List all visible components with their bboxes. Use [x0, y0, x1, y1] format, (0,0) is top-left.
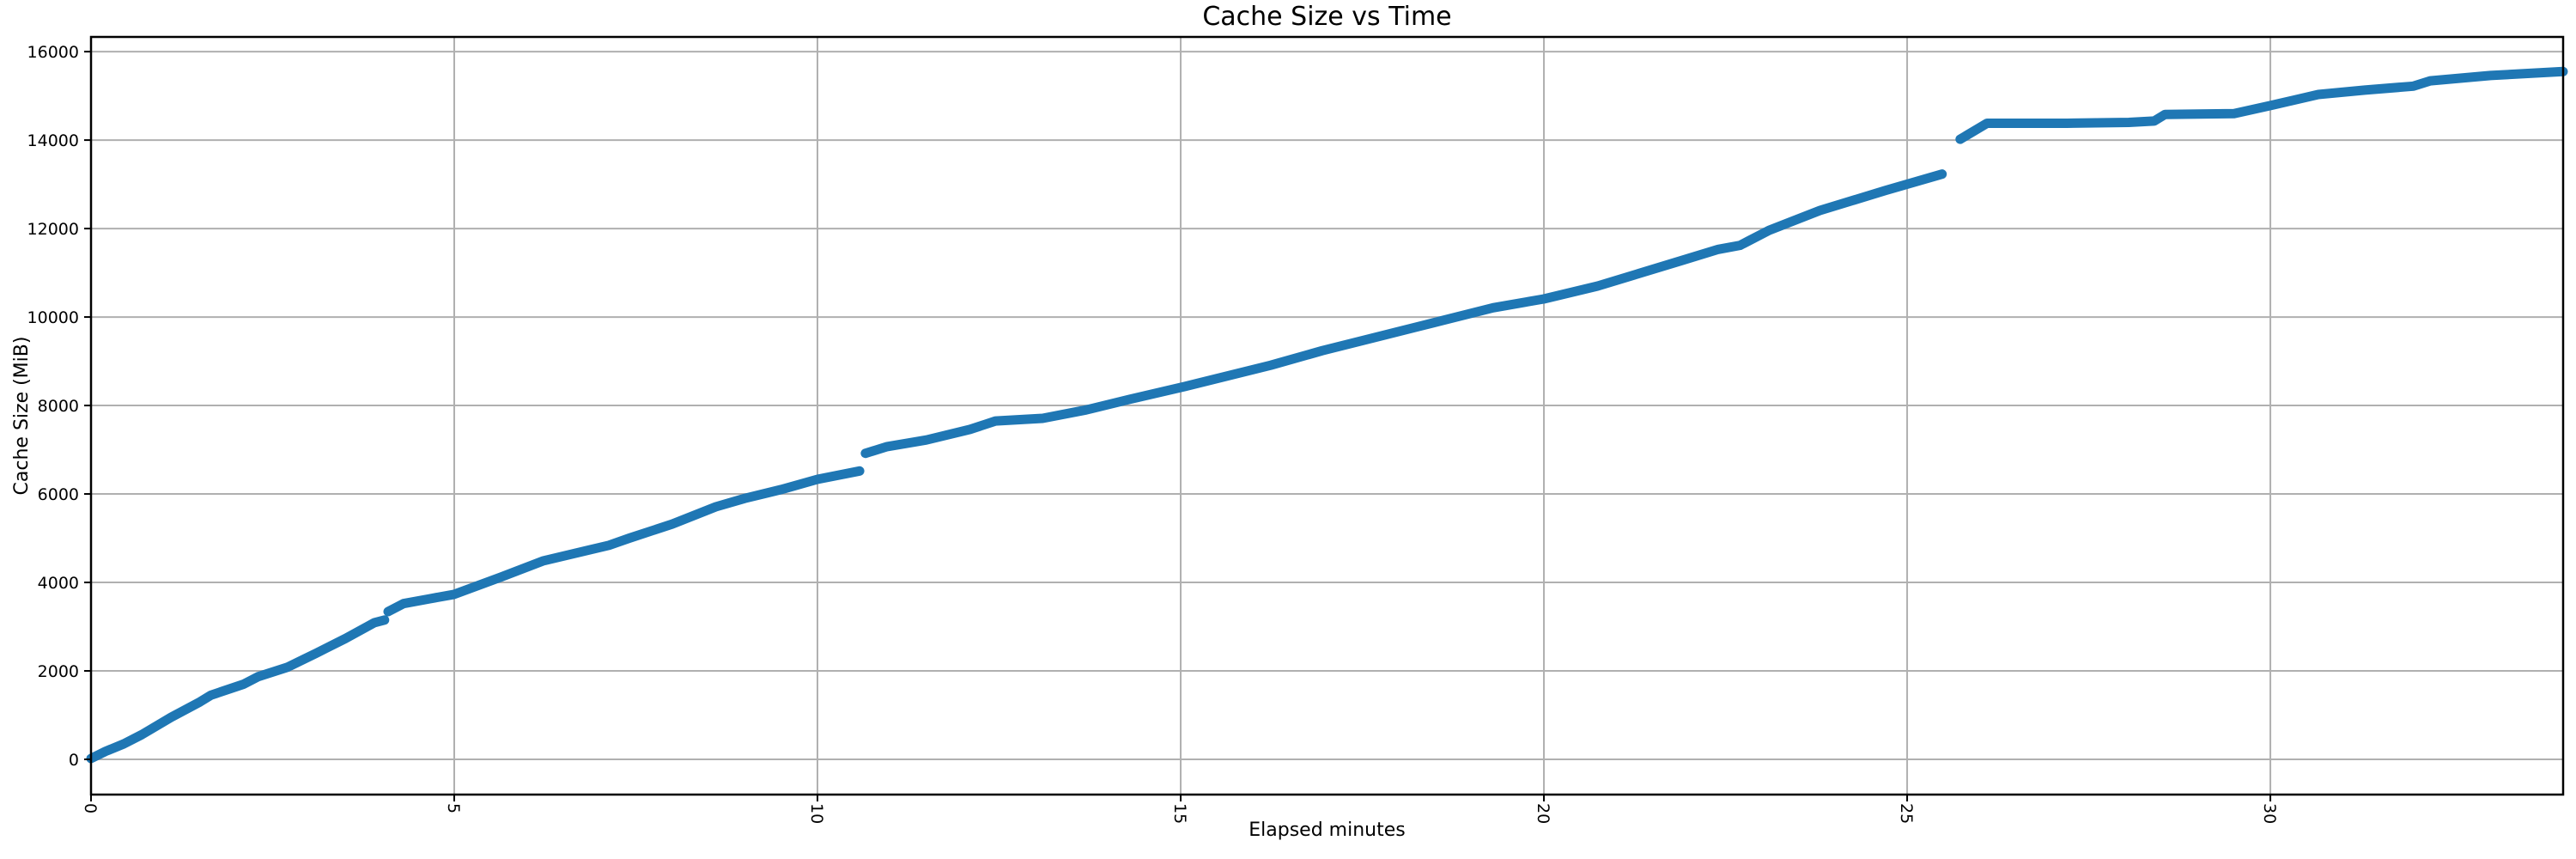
- x-tick-label: 10: [807, 803, 826, 824]
- x-tick-label: 20: [1534, 803, 1552, 824]
- y-tick-label: 6000: [38, 485, 79, 504]
- x-tick-label: 30: [2260, 803, 2279, 824]
- x-tick-label: 5: [444, 803, 463, 813]
- y-tick-label: 8000: [38, 397, 79, 416]
- y-tick-label: 2000: [38, 662, 79, 681]
- y-axis-label: Cache Size (MiB): [11, 336, 33, 496]
- x-axis-label: Elapsed minutes: [1249, 819, 1406, 841]
- chart-title: Cache Size vs Time: [1202, 2, 1452, 32]
- y-tick-label: 16000: [27, 43, 79, 62]
- data-line-cache-size-mib: [86, 615, 390, 764]
- data-line-cache-size-mib: [383, 466, 865, 617]
- y-tick-label: 14000: [27, 131, 79, 150]
- data-line-cache-size-mib: [860, 169, 1947, 459]
- y-tick-label: 4000: [38, 574, 79, 593]
- y-tick-label: 12000: [27, 220, 79, 239]
- x-tick-label: 0: [81, 803, 100, 813]
- x-tick-label: 25: [1897, 803, 1916, 824]
- axes-spines: [89, 35, 2565, 796]
- data-line-cache-size-mib: [1955, 66, 2568, 144]
- y-tick-label: 10000: [27, 308, 79, 327]
- y-tick-label: 0: [69, 751, 79, 770]
- x-tick-label: 15: [1170, 803, 1189, 824]
